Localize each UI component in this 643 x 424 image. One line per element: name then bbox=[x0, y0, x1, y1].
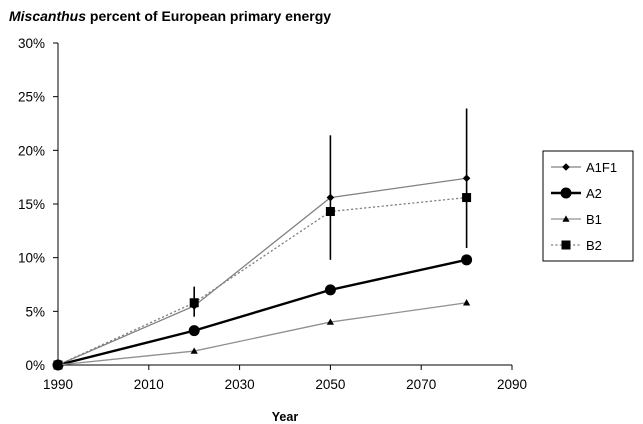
triangle-marker bbox=[326, 318, 334, 325]
x-tick-label: 2050 bbox=[315, 377, 345, 392]
triangle-marker bbox=[463, 299, 471, 306]
chart-title-rest: percent of European primary energy bbox=[86, 8, 332, 24]
x-tick-label: 2030 bbox=[225, 377, 255, 392]
y-tick-label: 10% bbox=[18, 251, 45, 266]
square-marker bbox=[462, 193, 472, 203]
circle-marker bbox=[324, 284, 336, 296]
series-line bbox=[57, 196, 467, 366]
square-marker bbox=[561, 240, 571, 250]
x-tick-label: 2070 bbox=[406, 377, 436, 392]
legend-label: B2 bbox=[586, 238, 602, 253]
legend-item-b1: B1 bbox=[551, 212, 602, 227]
legend-item-a1f1: A1F1 bbox=[551, 160, 617, 175]
triangle-marker bbox=[190, 347, 198, 354]
y-tick-label: 25% bbox=[18, 90, 45, 105]
diamond-marker bbox=[562, 163, 570, 171]
series-line bbox=[57, 177, 467, 366]
axes: 0% 5% 10% 15% 20% 25% 30% 1990 2010 2030 2050 2070 2… bbox=[18, 36, 527, 424]
diamond-marker bbox=[326, 193, 335, 202]
y-tick-label: 5% bbox=[25, 304, 45, 319]
legend-box bbox=[542, 150, 634, 262]
y-tick-label: 30% bbox=[18, 36, 45, 51]
series-a2 bbox=[52, 254, 473, 371]
chart-title-italic: Miscanthus bbox=[9, 8, 87, 24]
legend: A1F1 A2 B1 B2 bbox=[542, 150, 634, 262]
circle-marker bbox=[461, 254, 473, 266]
legend-item-b2: B2 bbox=[551, 238, 602, 253]
legend-label: A1F1 bbox=[586, 160, 617, 175]
x-tick-label: 1990 bbox=[43, 377, 73, 392]
legend-label: B1 bbox=[586, 212, 602, 227]
square-marker bbox=[53, 360, 63, 370]
square-marker bbox=[189, 298, 199, 308]
y-tick-label: 20% bbox=[18, 143, 45, 158]
legend-label: A2 bbox=[586, 186, 602, 201]
series-line bbox=[57, 258, 467, 367]
circle-marker bbox=[560, 187, 572, 199]
square-marker bbox=[325, 207, 335, 217]
series-group bbox=[52, 174, 473, 371]
chart-title: Miscanthus percent of European primary e… bbox=[9, 8, 331, 24]
series-line bbox=[57, 302, 467, 366]
triangle-marker bbox=[562, 215, 570, 222]
x-tick-label: 2010 bbox=[134, 377, 164, 392]
circle-marker bbox=[188, 325, 200, 337]
series-b2 bbox=[53, 193, 472, 370]
x-tick-label: 2090 bbox=[497, 377, 527, 392]
legend-item-a2: A2 bbox=[551, 186, 602, 201]
x-axis-title: Year bbox=[272, 410, 299, 424]
diamond-marker bbox=[462, 174, 471, 183]
y-tick-label: 15% bbox=[18, 197, 45, 212]
y-tick-label: 0% bbox=[25, 358, 45, 373]
